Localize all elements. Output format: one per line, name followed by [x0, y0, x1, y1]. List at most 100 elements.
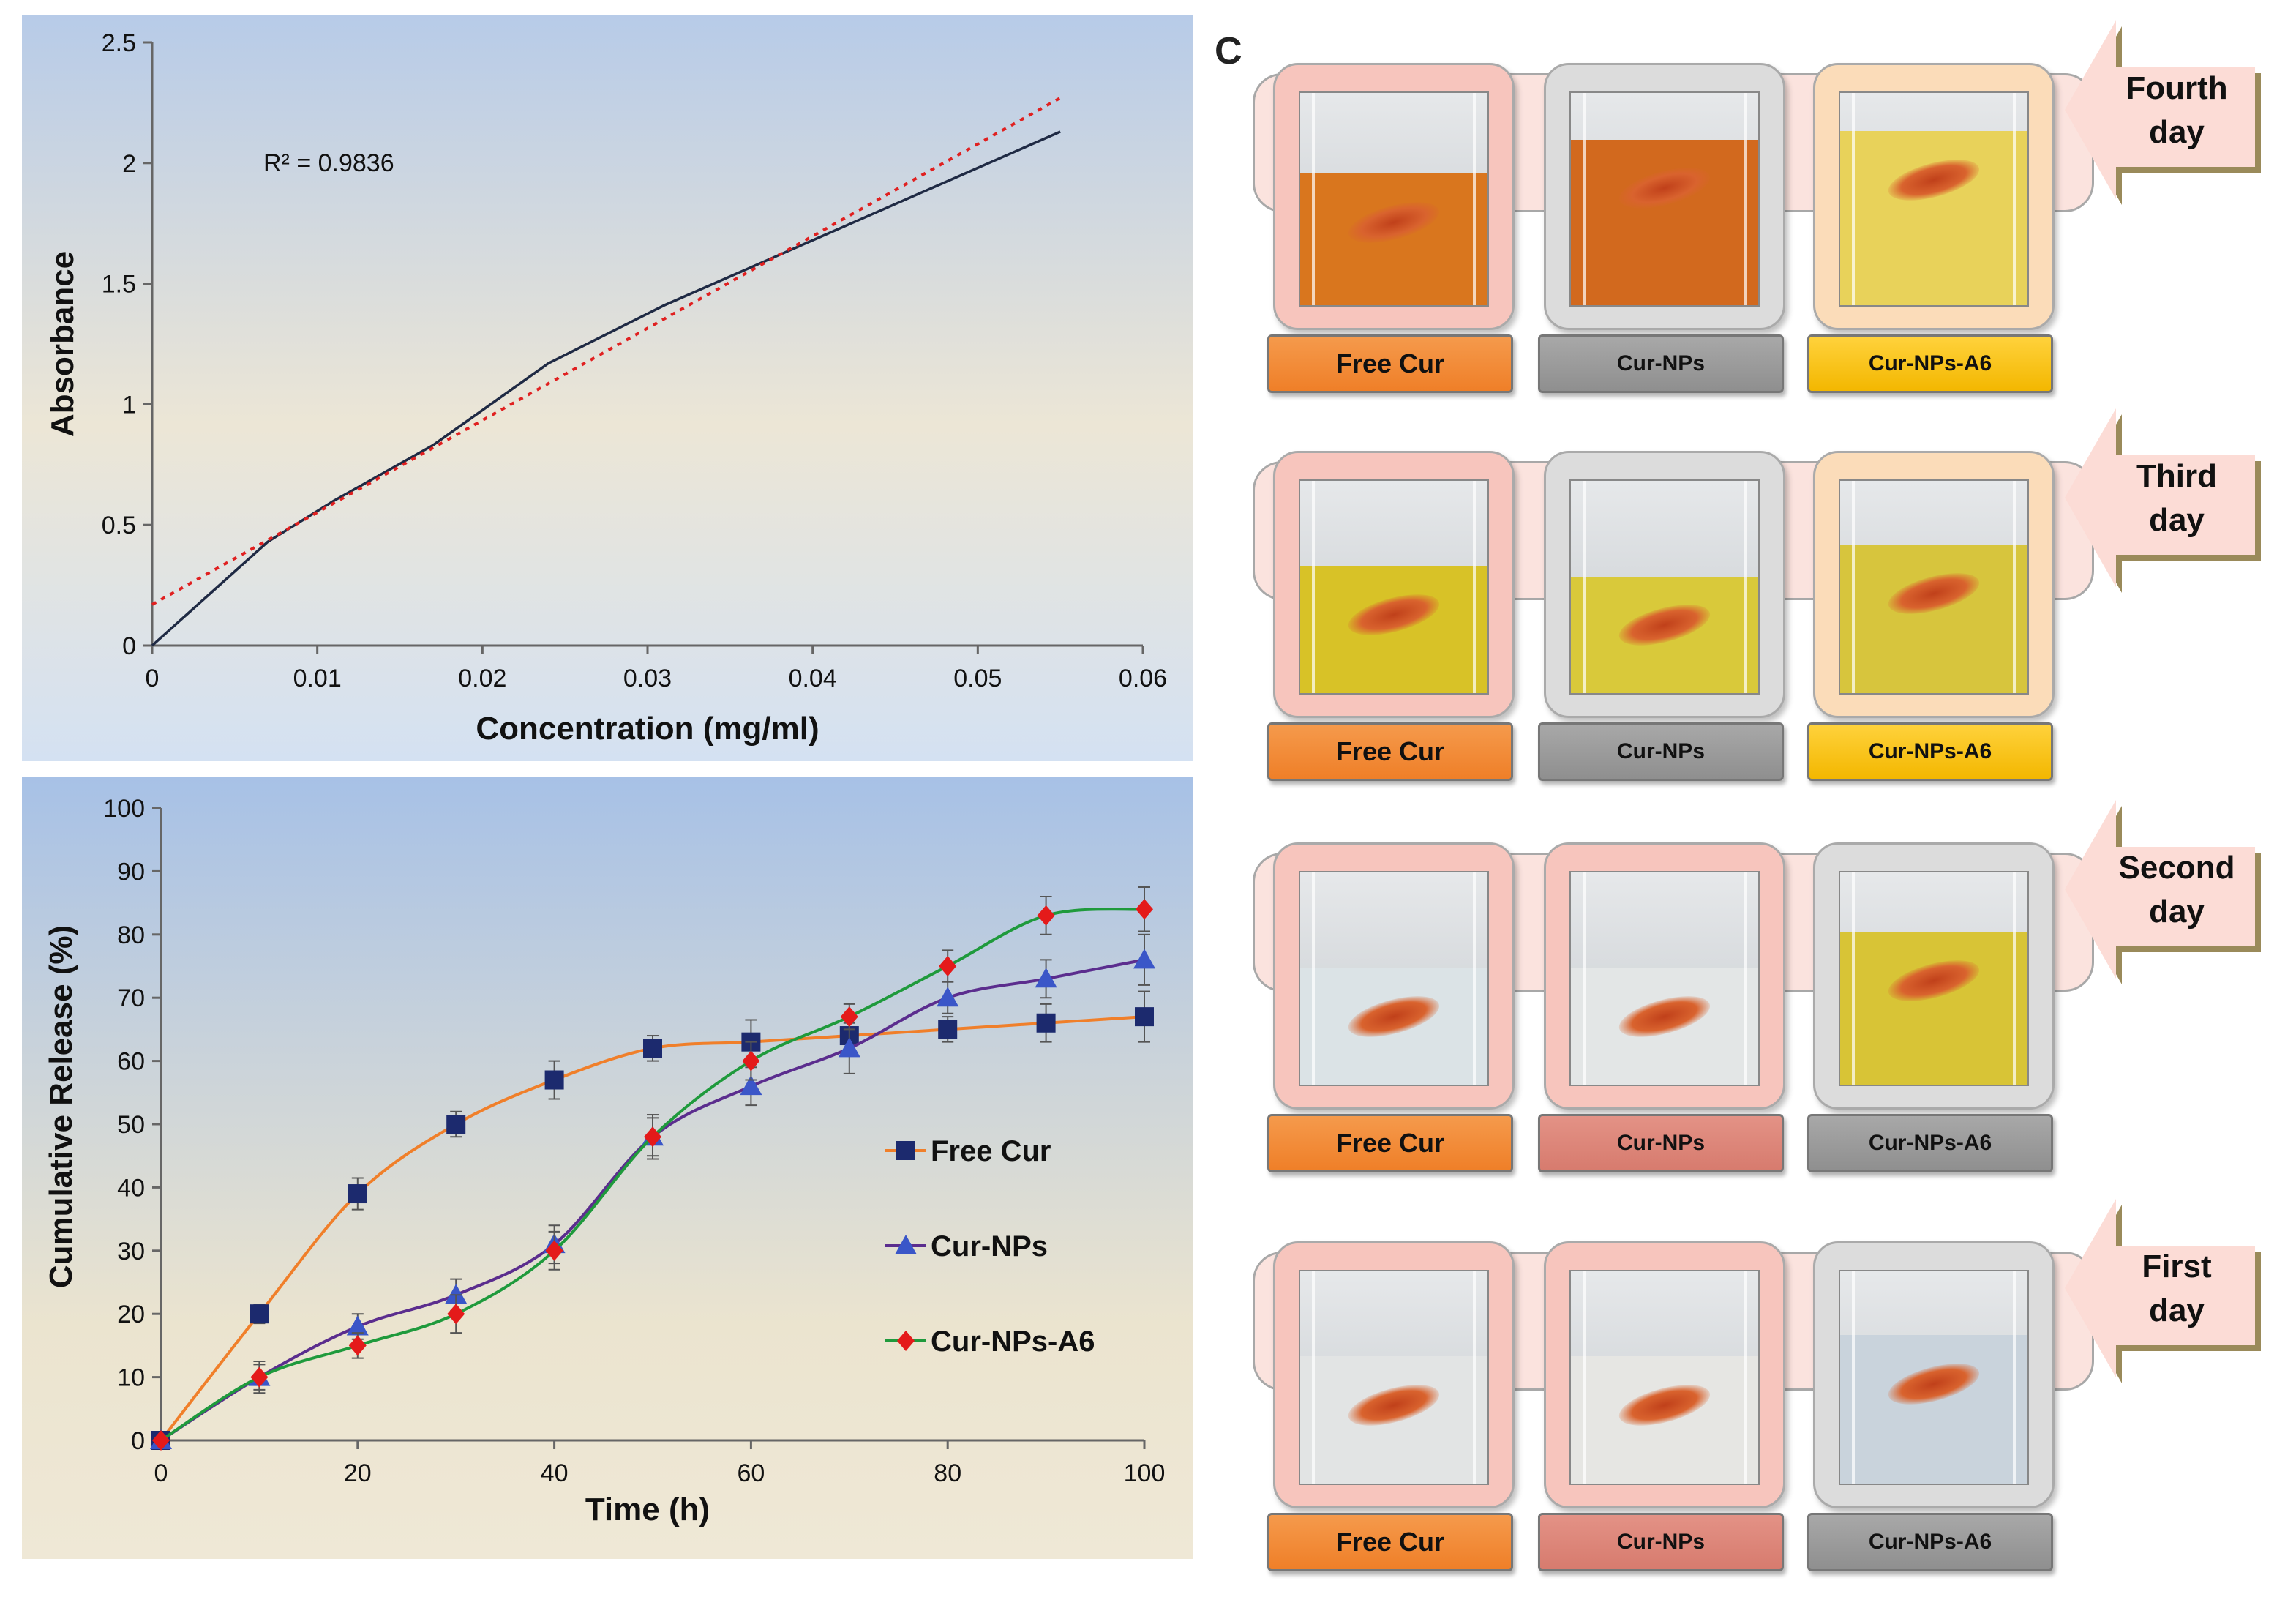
glass-jar	[1582, 92, 1747, 306]
cur-nps-point	[1133, 949, 1155, 969]
sample-card	[1273, 842, 1515, 1110]
sample-card	[1813, 842, 2055, 1110]
sample-label: Free Cur	[1267, 722, 1513, 781]
day-label: day	[2149, 114, 2205, 150]
free-cur-point	[446, 1115, 466, 1134]
cur-nps-point	[1035, 968, 1057, 988]
glass-jar	[1311, 92, 1477, 306]
sample-card	[1544, 842, 1785, 1110]
sample-card	[1273, 63, 1515, 330]
sample-card	[1544, 451, 1785, 718]
sample-liquid	[1840, 131, 2027, 306]
cur-nps-a6-point	[447, 1304, 465, 1325]
x-axis-label: Time (h)	[585, 1492, 710, 1527]
glass-jar	[1311, 480, 1477, 694]
sample-label: Free Cur	[1267, 1513, 1513, 1571]
cur-nps-a6-point	[840, 1006, 858, 1028]
x-tick-label: 0.03	[623, 665, 672, 692]
sample-photo	[1839, 1269, 2029, 1486]
y-tick-label: 0.5	[102, 512, 136, 539]
sample-label: Cur-NPs-A6	[1807, 334, 2053, 393]
x-tick-label: 0.05	[953, 665, 1002, 692]
legend-label-free-cur: Free Cur	[931, 1135, 1051, 1167]
sample-liquid	[1840, 1335, 2027, 1484]
sample-label: Free Cur	[1267, 334, 1513, 393]
y-axis-label: Absorbance	[45, 251, 80, 437]
y-tick-label: 90	[117, 858, 145, 886]
sample-photo	[1569, 870, 1760, 1087]
y-tick-label: 10	[117, 1364, 145, 1392]
cur-nps-a6-point	[250, 1366, 269, 1388]
day-arrow: First day	[2063, 1193, 2261, 1383]
x-tick-label: 100	[1124, 1459, 1166, 1487]
day-label: First	[2142, 1249, 2212, 1284]
free-cur-point	[348, 1184, 367, 1204]
sample-photo	[1839, 91, 2029, 307]
sample-label: Cur-NPs	[1538, 1513, 1784, 1571]
sample-card	[1544, 1241, 1785, 1508]
cur-nps-point	[937, 987, 959, 1007]
sample-photo	[1839, 479, 2029, 695]
sample-photo	[1569, 1269, 1760, 1486]
cur-nps-point	[740, 1075, 762, 1096]
sample-label: Cur-NPs	[1538, 722, 1784, 781]
sample-liquid	[1840, 545, 2027, 694]
y-tick-label: 1	[122, 391, 136, 419]
sample-card	[1813, 451, 2055, 718]
free-cur-point	[1036, 1013, 1056, 1033]
day-label: Second	[2118, 850, 2235, 886]
cur-nps-a6-point	[348, 1335, 367, 1356]
day-arrow: Second day	[2063, 794, 2261, 984]
y-tick-label: 60	[117, 1048, 145, 1076]
x-tick-label: 0	[146, 665, 160, 692]
x-tick-label: 0	[154, 1459, 168, 1487]
x-tick-label: 0.01	[293, 665, 342, 692]
sample-label: Cur-NPs-A6	[1807, 722, 2053, 781]
x-tick-label: 40	[541, 1459, 569, 1487]
sample-card	[1273, 1241, 1515, 1508]
sample-label: Free Cur	[1267, 1114, 1513, 1172]
sample-photo	[1299, 1269, 1489, 1486]
legend-label-cur-nps-a6: Cur-NPs-A6	[931, 1325, 1095, 1358]
sample-label: Cur-NPs	[1538, 1114, 1784, 1172]
x-tick-label: 20	[344, 1459, 372, 1487]
y-tick-label: 1.5	[102, 271, 136, 299]
cur-nps-point	[346, 1315, 369, 1336]
cur-nps-a6-point	[1136, 899, 1153, 920]
cur-nps-a6-point	[939, 956, 957, 976]
day-label: Fourth	[2126, 70, 2228, 106]
panel-a-chart: 0 0.5 1 1.5 2 2.5 0 0.01 0.02 0.03 0.04 0.05 0.06 R²…	[22, 15, 1193, 761]
glass-jar	[1311, 1271, 1477, 1484]
free-cur-point	[1135, 1007, 1154, 1027]
cur-nps-a6-point	[545, 1240, 563, 1261]
sample-photo	[1299, 870, 1489, 1087]
free-cur-point	[643, 1039, 662, 1058]
sample-card	[1813, 63, 2055, 330]
y-tick-label: 100	[103, 795, 145, 823]
sample-label: Cur-NPs-A6	[1807, 1114, 2053, 1172]
glass-jar	[1582, 1271, 1747, 1484]
legend-marker-free-cur	[896, 1141, 915, 1160]
cur-nps-point	[445, 1284, 468, 1304]
glass-jar	[1851, 480, 2016, 694]
y-tick-label: 2	[122, 150, 136, 178]
day-label: day	[2149, 1293, 2205, 1328]
sample-liquid	[1840, 932, 2027, 1085]
sample-label: Cur-NPs	[1538, 334, 1784, 393]
glass-jar	[1851, 1271, 2016, 1484]
glass-jar	[1851, 872, 2016, 1085]
day-label: day	[2149, 502, 2205, 538]
y-tick-label: 70	[117, 984, 145, 1012]
panel-c-letter: C	[1215, 30, 1242, 72]
legend-label-cur-nps: Cur-NPs	[931, 1230, 1048, 1263]
panel-b-background	[22, 777, 1193, 1559]
sample-photo	[1569, 479, 1760, 695]
y-tick-label: 30	[117, 1238, 145, 1265]
free-cur-point	[250, 1304, 269, 1324]
x-tick-label: 0.02	[458, 665, 506, 692]
sample-card	[1813, 1241, 2055, 1508]
x-tick-label: 0.06	[1119, 665, 1167, 692]
legend-marker-cur-nps-a6	[897, 1331, 915, 1351]
x-tick-label: 80	[934, 1459, 961, 1487]
sample-liquid	[1571, 139, 1758, 306]
